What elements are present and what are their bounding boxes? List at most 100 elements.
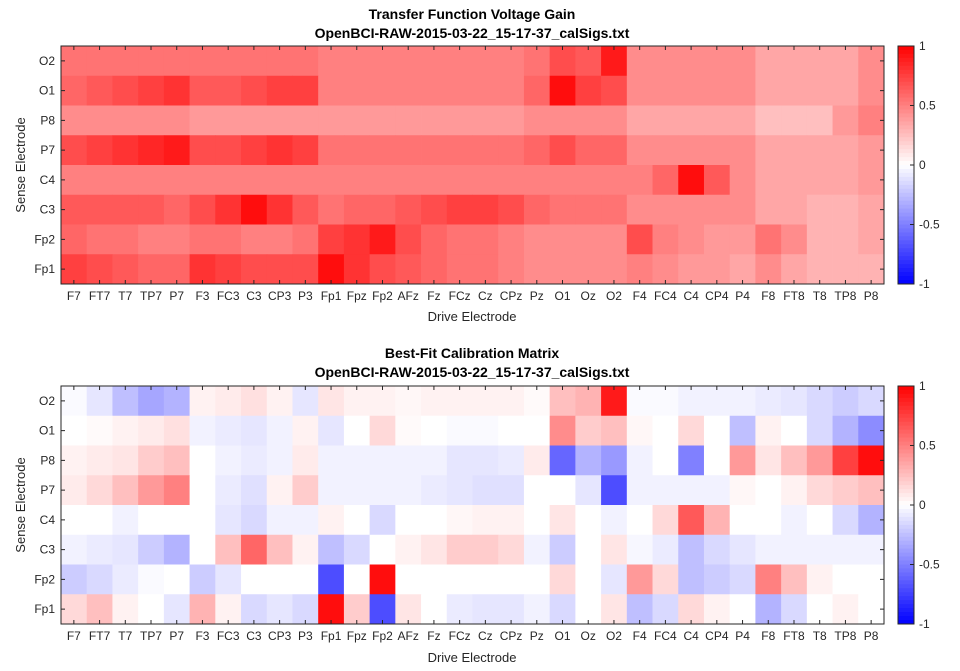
chart1-heatmap-cell <box>343 46 371 77</box>
chart1-heatmap-cell <box>292 165 319 196</box>
chart2-heatmap-cell <box>703 505 731 536</box>
chart2-heatmap-cell <box>86 475 113 506</box>
chart1-heatmap-cell <box>806 165 833 196</box>
chart1-heatmap-cell <box>86 75 113 106</box>
chart2-x-tick-label: F8 <box>761 629 775 643</box>
chart1-heatmap-cell <box>549 75 576 106</box>
chart2-heatmap-cell <box>215 564 242 595</box>
chart1-heatmap-cell <box>292 224 319 255</box>
chart2-heatmap-cell <box>601 386 628 417</box>
chart1-heatmap-cell <box>678 105 705 136</box>
chart1-plot-area: F7 FT7 T7 TP7 P7 F3 FC3 C3 CP3 P3 Fp1 Fpz Fp2 AFz Fz FC… <box>34 39 940 303</box>
chart2-heatmap-cell <box>832 415 859 446</box>
chart2-heatmap-cell <box>652 445 679 476</box>
chart1-heatmap-cell <box>61 254 88 285</box>
chart2-heatmap-cell <box>86 505 113 536</box>
chart2-heatmap-cell <box>781 534 808 565</box>
chart1-colorbar-strip <box>898 141 914 146</box>
chart1-y-tick-label: Fp2 <box>34 232 55 246</box>
chart1-heatmap-cell <box>292 105 319 136</box>
chart2-heatmap-cell <box>112 564 139 595</box>
chart2-heatmap-cell <box>472 386 499 417</box>
chart2-colorbar-strip <box>898 520 914 526</box>
chart2-heatmap-cell <box>678 445 705 476</box>
chart1-heatmap-cell <box>86 135 113 166</box>
chart1-heatmap-cell <box>781 135 808 166</box>
chart2-heatmap-cell <box>421 415 448 446</box>
chart2-colorbar-strip <box>898 544 914 550</box>
chart1-heatmap-cell <box>86 194 113 225</box>
chart2-heatmap-cell <box>421 564 448 595</box>
chart1-axes-frame <box>60 45 885 285</box>
chart1-heatmap-cell <box>575 194 602 225</box>
chart1-heatmap-cell <box>395 135 422 166</box>
chart2-heatmap-cell <box>446 564 473 595</box>
chart2-heatmap-cell <box>446 594 473 625</box>
chart1-heatmap-cell <box>472 165 499 196</box>
chart2-heatmap-cell <box>806 386 833 417</box>
chart1-heatmap-cell <box>138 194 165 225</box>
chart2-heatmap-cell <box>523 475 551 506</box>
chart1-x-tick-label: P4 <box>735 289 750 303</box>
chart1-heatmap-cell <box>652 194 679 225</box>
chart2-colorbar-strip <box>898 429 914 435</box>
chart2-colorbar-strip <box>898 405 914 411</box>
chart1-colorbar-strip <box>898 97 914 103</box>
chart2-heatmap-cell <box>369 505 396 536</box>
chart1-x-tick-label: TP8 <box>834 289 856 303</box>
chart2-heatmap-cell <box>266 534 293 565</box>
chart1-heatmap-cell <box>189 75 216 106</box>
chart1-heatmap-cell <box>806 224 833 255</box>
chart1-heatmap-cell <box>318 165 345 196</box>
chart2-colorbar-strip <box>898 512 914 518</box>
chart1-heatmap-cell <box>189 105 216 136</box>
chart2-heatmap-cell <box>241 415 268 446</box>
chart2-heatmap-cell <box>112 475 139 506</box>
chart1-colorbar-tick-label: -1 <box>919 277 930 291</box>
chart1-heatmap-cell <box>163 105 190 136</box>
chart2-heatmap-cell <box>369 386 396 417</box>
chart2-heatmap-cell <box>575 594 602 625</box>
chart2-heatmap-cell <box>523 505 551 536</box>
chart1-heatmap-cell <box>318 105 345 136</box>
chart1-heatmap-cell <box>395 75 422 106</box>
chart2-x-tick-label: O2 <box>606 629 622 643</box>
chart1-heatmap-cell <box>601 105 628 136</box>
chart1-heatmap-cell <box>343 254 371 285</box>
chart1-heatmap-cell <box>523 194 551 225</box>
chart2-heatmap-cell <box>755 564 782 595</box>
chart2-heatmap-cell <box>395 594 422 625</box>
chart2-colorbar-strip <box>898 576 914 581</box>
chart1-heatmap-cell <box>163 165 190 196</box>
chart2-heatmap-cell <box>575 386 602 417</box>
chart2-heatmap-cell <box>112 415 139 446</box>
chart2-heatmap-cell <box>138 415 165 446</box>
chart2-plot-area: F7 FT7 T7 TP7 P7 F3 FC3 C3 CP3 P3 Fp1 Fpz Fp2 AFz Fz FC… <box>34 379 940 643</box>
chart1-heatmap-cell <box>343 165 371 196</box>
chart2-heatmap-cell <box>343 594 371 625</box>
chart1-heatmap-cell <box>832 194 859 225</box>
chart2-heatmap-cell <box>112 505 139 536</box>
chart1-colorbar-strip <box>898 149 914 154</box>
chart2-heatmap-cell <box>215 415 242 446</box>
chart2-heatmap-cell <box>215 445 242 476</box>
chart2-heatmap-cell <box>806 475 833 506</box>
chart2-heatmap-cell <box>806 505 833 536</box>
chart2-heatmap-cell <box>189 415 216 446</box>
chart1-heatmap-cell <box>729 224 756 255</box>
chart2-heatmap-cell <box>163 594 190 625</box>
chart2-heatmap-cell <box>395 534 422 565</box>
chart2-heatmap-cell <box>575 445 602 476</box>
chart2-heatmap-cell <box>318 445 345 476</box>
chart2-colorbar-strip <box>898 580 914 585</box>
chart1-x-tick-label: CP4 <box>705 289 729 303</box>
chart2-heatmap-cell <box>832 475 859 506</box>
chart1-heatmap-cell <box>729 254 756 285</box>
chart2-heatmap-cell <box>163 534 190 565</box>
chart1-heatmap-cell <box>266 46 293 77</box>
chart1-heatmap-cell <box>446 46 473 77</box>
chart1-heatmap-cell <box>112 254 139 285</box>
chart2-x-tick-label: Cz <box>478 629 493 643</box>
chart2-heatmap-cell <box>395 564 422 595</box>
chart2-heatmap-cell <box>86 534 113 565</box>
